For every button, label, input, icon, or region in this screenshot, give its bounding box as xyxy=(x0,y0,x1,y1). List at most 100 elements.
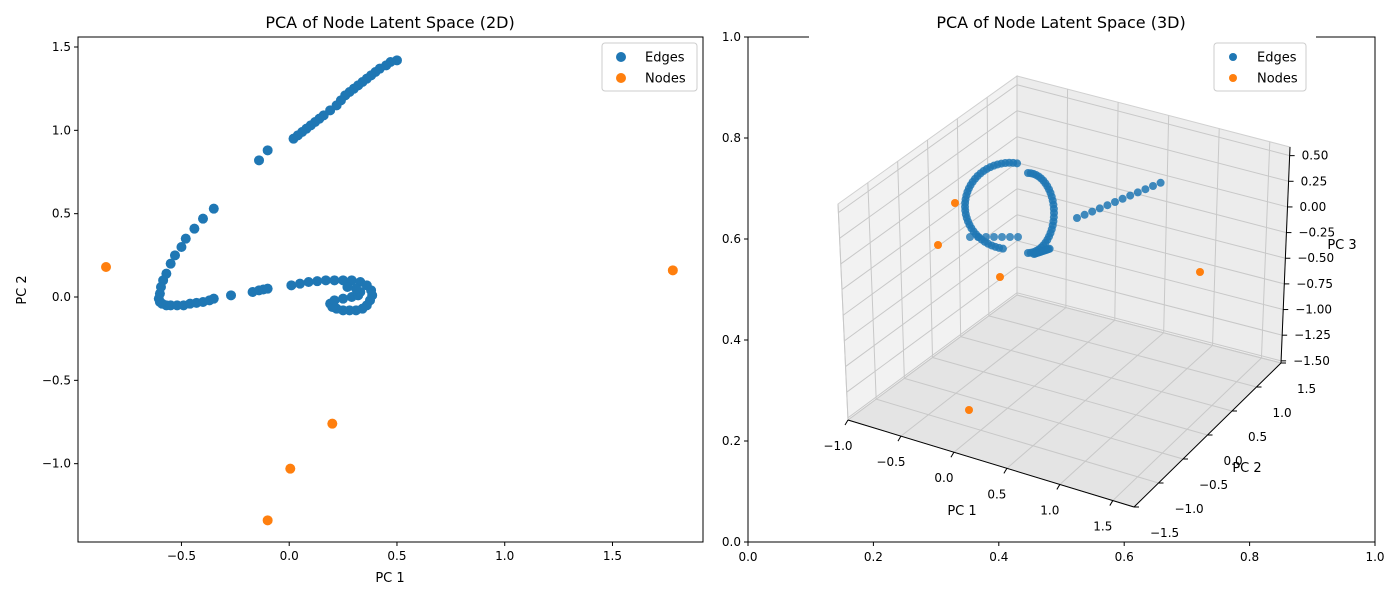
chart-3d-z-axis-line xyxy=(1280,146,1291,364)
chart-2d-edge-point xyxy=(351,283,362,294)
chart-2d-ylabel: PC 2 xyxy=(15,275,30,304)
chart-3d-grid-line xyxy=(897,161,905,379)
chart-2d-x-ticks: −0.5 0.0 0.5 1.0 1.5 xyxy=(167,542,622,563)
chart-3d-legend-edges-label: Edges xyxy=(1257,51,1297,66)
chart-3d-outer-y-ticks: 0.0 0.2 0.4 0.6 0.8 1.0 xyxy=(722,30,748,549)
chart-2d-xtick-label: 0.5 xyxy=(387,549,406,563)
chart-2d-title: PCA of Node Latent Space (2D) xyxy=(265,13,514,32)
chart-2d-points xyxy=(101,55,678,526)
chart-2d-edge-point xyxy=(208,203,219,214)
chart-2d-edge-point xyxy=(338,293,349,304)
chart-3d-grid-line xyxy=(1065,89,1069,308)
chart-2d-edge-point xyxy=(198,213,208,224)
chart-3d-outer-xtick-label: 0.2 xyxy=(864,550,883,564)
chart-3d-grid-line xyxy=(956,118,962,337)
chart-3d-xtick-label: −1.0 xyxy=(823,439,852,453)
chart-2d-node-point xyxy=(101,262,112,272)
chart-3d-xtick-label: 0.0 xyxy=(934,471,953,485)
chart-2d-xtick-label: 1.0 xyxy=(495,549,514,563)
chart-3d-grid-line xyxy=(1016,214,1285,285)
chart-2d-legend-edges-marker xyxy=(616,52,626,62)
chart-3d-ytick-label: −1.0 xyxy=(1175,502,1204,516)
chart-3d-edge-point xyxy=(1088,207,1097,216)
chart-3d-grid-line xyxy=(960,336,1233,412)
chart-3d-ytick-label: 1.5 xyxy=(1297,382,1316,396)
chart-3d-grid-line xyxy=(1016,162,1287,234)
chart-2d-node-point xyxy=(667,265,678,276)
chart-3d-ztick-label: −1.25 xyxy=(1294,328,1331,342)
chart-3d-ytick-label: 0.0 xyxy=(1224,454,1243,468)
chart-3d-xtick-mark xyxy=(1056,484,1061,490)
chart-3d-grid-line xyxy=(932,357,1208,436)
chart-2d-node-point xyxy=(327,418,338,429)
chart-3d-points xyxy=(934,158,1204,414)
chart-2d-ytick-label: 1.0 xyxy=(52,123,71,137)
chart-3d-xtick-label: 1.5 xyxy=(1093,520,1112,534)
chart-3d-ztick-label: 0.00 xyxy=(1300,200,1327,214)
chart-3d-outer-ytick-label: 0.6 xyxy=(722,232,741,246)
chart-3d-outer-xtick-label: 0.8 xyxy=(1240,550,1259,564)
chart-3d-z-ticks: 0.50 0.25 0.00 −0.25 −0.50 −0.75 −1.00 −1.25 −1.… xyxy=(1281,149,1335,368)
chart-3d-grid-line xyxy=(847,292,1018,419)
chart-3d-edge-point xyxy=(982,233,990,241)
chart-3d-grid-line xyxy=(1016,84,1290,157)
chart-3d-grid-line xyxy=(837,203,849,421)
chart-3d-xtick-mark xyxy=(1003,468,1008,474)
chart-3d-ztick-label: −0.50 xyxy=(1297,251,1334,265)
chart-2d: PCA of Node Latent Space (2D) −0.5 0.0 0.5… xyxy=(15,13,704,586)
chart-3d-xtick-label: 1.0 xyxy=(1040,503,1059,517)
chart-2d-xtick-label: 1.5 xyxy=(603,549,622,563)
chart-3d-edge-point xyxy=(1141,185,1150,194)
chart-3d-xtick-mark xyxy=(950,451,955,458)
chart-3d-grid-line xyxy=(1163,115,1170,333)
chart-2d-edge-point xyxy=(312,276,323,287)
chart-3d-grid-line xyxy=(1016,266,1283,336)
chart-2d-edge-point xyxy=(176,242,187,252)
chart-3d-ztick-label: 0.50 xyxy=(1302,149,1329,163)
chart-3d-edge-point xyxy=(1118,194,1127,203)
chart-2d-y-ticks: −1.0 −0.5 0.0 0.5 1.0 1.5 xyxy=(42,40,78,471)
chart-2d-node-point xyxy=(262,515,273,526)
chart-3d-legend: Edges Nodes xyxy=(1213,42,1307,92)
chart-3d-legend-edges-marker xyxy=(1229,53,1237,61)
chart-2d-legend: Edges Nodes xyxy=(601,42,698,92)
chart-3d-edge-point xyxy=(974,233,982,241)
chart-3d-edge-point xyxy=(1095,204,1104,213)
chart-3d-edge-point xyxy=(1156,178,1165,187)
chart-3d-outer-xtick-label: 1.0 xyxy=(1365,550,1384,564)
chart-2d-ytick-label: 0.0 xyxy=(52,290,71,304)
chart-3d-grid-line xyxy=(1260,141,1271,358)
chart-3d-edge-point xyxy=(1133,188,1142,197)
chart-2d-edge-point xyxy=(254,155,265,166)
chart-3d-edge-point xyxy=(1013,159,1022,168)
chart-3d-edge-point xyxy=(1073,214,1081,222)
chart-3d-node-point xyxy=(934,241,942,249)
chart-3d-outer-xtick-label: 0.0 xyxy=(738,550,757,564)
chart-2d-edge-point xyxy=(180,233,191,244)
chart-2d-edge-point xyxy=(165,258,176,269)
chart-3d-grid-line xyxy=(1114,102,1119,321)
chart-3d-edge-point xyxy=(998,233,1006,241)
chart-2d-edge-point xyxy=(169,250,180,261)
chart-3d-outer-ytick-label: 0.4 xyxy=(722,333,741,347)
chart-3d-grid xyxy=(837,76,1290,508)
chart-2d-node-point xyxy=(285,463,296,474)
chart-3d-frame-gap-left xyxy=(749,38,809,41)
chart-3d-edge-point xyxy=(990,233,998,241)
chart-2d-ytick-label: 1.5 xyxy=(52,40,71,54)
chart-3d-edge-point xyxy=(1006,233,1014,241)
chart-3d-xtick-mark xyxy=(1109,500,1114,506)
chart-2d-ytick-label: −1.0 xyxy=(42,457,71,471)
chart-3d-frame-gap-right xyxy=(1316,38,1374,41)
chart-2d-edge-point xyxy=(303,277,314,287)
chart-3d-grid-line xyxy=(839,110,1018,239)
chart-3d-ytick-label: 0.5 xyxy=(1248,430,1267,444)
chart-3d-edge-point xyxy=(966,233,974,241)
chart-3d-zlabel: PC 3 xyxy=(1327,238,1356,253)
chart-2d-edge-point xyxy=(320,275,331,286)
chart-3d-node-point xyxy=(1196,268,1204,276)
chart-3d-ztick-label: 0.25 xyxy=(1301,174,1328,188)
chart-2d-legend-nodes-label: Nodes xyxy=(645,72,686,87)
chart-3d-y-ticks: −1.5 −1.0 −0.5 0.0 0.5 1.0 1.5 xyxy=(1134,362,1316,540)
chart-2d-axes-frame xyxy=(77,36,704,543)
